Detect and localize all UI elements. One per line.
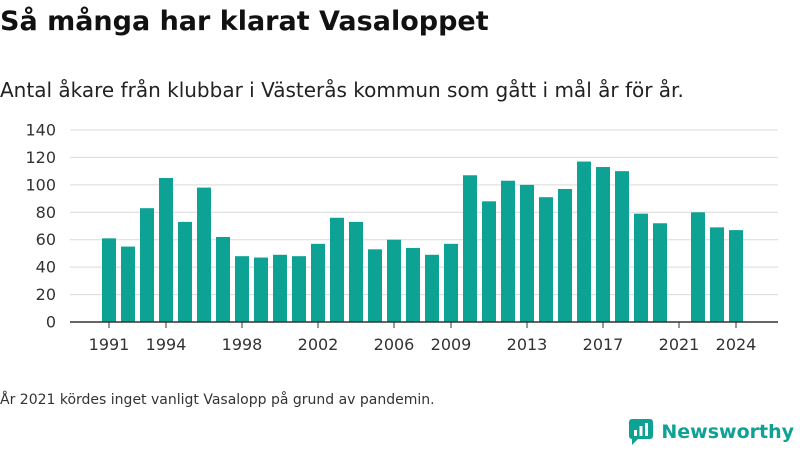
bar-1999 <box>254 257 268 322</box>
bar-chart: 0 20 40 60 80 100 120 140 1991 1994 1998 2002 2006 20… <box>25 121 778 354</box>
bar-2016 <box>577 161 591 322</box>
bar-2009 <box>444 243 458 322</box>
bars <box>102 161 743 322</box>
brand-name: Newsworthy <box>661 421 794 443</box>
bar-2012 <box>501 180 515 322</box>
bar-2008 <box>425 254 439 322</box>
bar-2018 <box>615 171 629 322</box>
bar-2023 <box>710 227 724 322</box>
bar-1994 <box>159 178 173 322</box>
bar-2006 <box>387 239 401 322</box>
bar-2013 <box>520 184 534 322</box>
bar-2002 <box>311 243 325 322</box>
bar-2022 <box>691 212 705 322</box>
bar-2020 <box>653 223 667 322</box>
chart-title: Så många har klarat Vasaloppet <box>0 6 489 37</box>
bar-1991 <box>102 238 116 322</box>
y-tick-label: 100 <box>25 175 56 194</box>
brand-logo: Newsworthy <box>629 419 794 445</box>
bar-2019 <box>634 213 648 322</box>
y-tick-label: 40 <box>36 258 56 277</box>
footnote: År 2021 kördes inget vanligt Vasalopp på… <box>0 392 435 408</box>
bar-2000 <box>273 254 287 322</box>
x-tick-label: 2013 <box>507 335 548 354</box>
x-tick-label: 2002 <box>298 335 339 354</box>
x-tick-label: 2017 <box>583 335 624 354</box>
bar-2017 <box>596 167 610 322</box>
x-tick-label: 2021 <box>659 335 700 354</box>
bar-2011 <box>482 201 496 322</box>
bar-2004 <box>349 221 363 322</box>
bar-2010 <box>463 175 477 322</box>
bar-1992 <box>121 246 135 322</box>
x-tick-label: 1994 <box>146 335 187 354</box>
x-tick-label: 1998 <box>222 335 263 354</box>
y-tick-label: 60 <box>36 230 56 249</box>
gridlines <box>70 129 778 296</box>
bar-2024 <box>729 230 743 322</box>
bar-2015 <box>558 188 572 322</box>
bar-1998 <box>235 256 249 322</box>
x-tick-label: 2006 <box>374 335 415 354</box>
x-tick-label: 2024 <box>716 335 757 354</box>
axes: 0 20 40 60 80 100 120 140 1991 1994 1998 2002 2006 20… <box>25 121 778 354</box>
bar-2014 <box>539 197 553 322</box>
y-tick-label: 120 <box>25 148 56 167</box>
bar-1993 <box>140 208 154 322</box>
y-tick-label: 0 <box>46 313 56 332</box>
x-tick-label: 1991 <box>89 335 130 354</box>
bar-2005 <box>368 249 382 322</box>
x-tick-label: 2009 <box>431 335 472 354</box>
y-tick-label: 140 <box>25 121 56 140</box>
bar-2007 <box>406 247 420 322</box>
bar-2003 <box>330 217 344 322</box>
newsworthy-logo-icon <box>629 419 654 445</box>
bar-2001 <box>292 256 306 322</box>
bar-1996 <box>197 187 211 322</box>
bar-1995 <box>178 221 192 322</box>
y-tick-label: 20 <box>36 285 56 304</box>
y-tick-label: 80 <box>36 203 56 222</box>
chart-subtitle: Antal åkare från klubbar i Västerås komm… <box>0 78 684 102</box>
bar-1997 <box>216 236 230 322</box>
